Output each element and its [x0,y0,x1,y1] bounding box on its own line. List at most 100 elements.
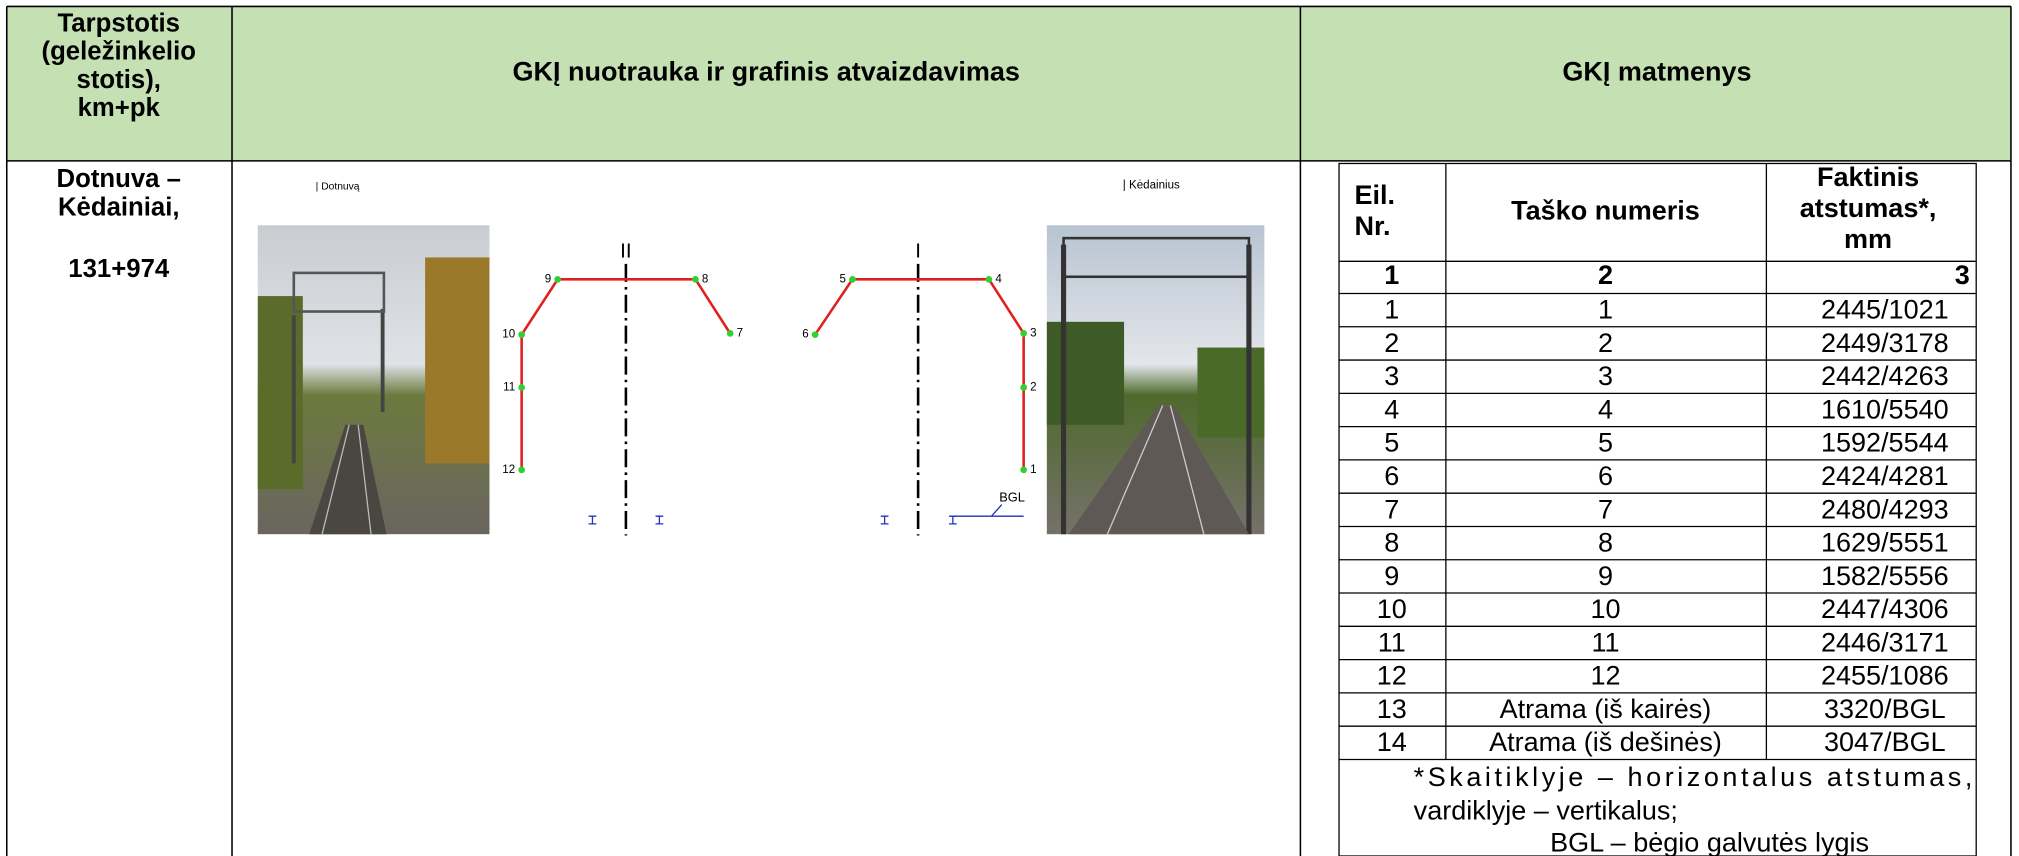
point-label: 5 [840,273,846,285]
cell: 2449/3178 [1821,328,1949,358]
cell: 11 [1378,627,1406,657]
cell: 12 [1377,661,1407,691]
cell: 1 [1384,295,1399,325]
grid [5,5,2012,856]
cell: 3 [1384,361,1399,391]
cell: 14 [1377,727,1407,757]
point [692,275,699,283]
photo-right [1046,225,1265,535]
col-number: 2 [1598,260,1613,290]
station-name: Dotnuva – [57,165,181,193]
cell: 7 [1598,494,1613,524]
cell: 10 [1590,594,1620,624]
cell: 3320/BGL [1824,694,1946,724]
cell: 1 [1598,295,1613,325]
cell: 2445/1021 [1821,295,1949,325]
header-diagram: GKĮ nuotrauka ir grafinis atvaizdavimas [512,57,1019,87]
point-label: 2 [1030,382,1036,394]
caption: | Kėdainius [1123,179,1180,191]
point-label: 10 [502,329,515,341]
point-label: 11 [503,382,515,394]
point [1020,466,1028,474]
col-number: 3 [1955,260,1970,290]
gauge-right [814,278,1025,470]
cell: 5 [1384,428,1399,458]
cell: 2442/4263 [1821,361,1949,391]
cell: 2424/4281 [1821,461,1949,491]
point-label: 7 [737,327,743,339]
cell: 6 [1384,461,1399,491]
cell: 2447/4306 [1821,594,1949,624]
point [518,384,525,391]
cell: 7 [1384,494,1399,524]
cell: 4 [1384,394,1399,424]
col-header: Faktinis [1817,162,1919,192]
cell: Atrama (iš kairės) [1500,694,1712,724]
cell: Atrama (iš dešinės) [1489,727,1722,757]
cell: 3047/BGL [1824,727,1946,757]
cell: 2480/4293 [1821,494,1949,524]
caption: | Dotnuvą [316,181,360,192]
cell: 6 [1598,461,1613,491]
cell: 2 [1598,328,1613,358]
col-header: Taško numeris [1511,196,1700,226]
cell: 3 [1598,361,1613,391]
point [518,331,525,339]
cell: 4 [1598,394,1613,424]
track-label: II [620,240,631,263]
cell: 11 [1591,627,1619,657]
track-label: I [915,240,921,263]
header-dimensions: GKĮ matmenys [1562,57,1751,87]
cell: 2446/3171 [1821,627,1949,657]
cell: 1629/5551 [1821,528,1949,558]
point [985,275,993,283]
cell: 10 [1377,594,1407,624]
point-label: 9 [545,273,551,285]
point [849,275,856,283]
note: vardiklyje – vertikalus; [1414,795,1678,825]
cell: 1592/5544 [1821,428,1949,458]
col-header: Eil. [1354,180,1395,210]
header-station: (geležinkelio [42,38,196,66]
point-label: 4 [995,273,1002,285]
rail-markers [588,504,1024,525]
header-station: stotis), [77,66,161,94]
cell: 8 [1384,528,1399,558]
point [1020,384,1028,391]
bgl-label: BGL [999,490,1025,505]
track-axis [624,263,920,536]
gauge-left [520,278,732,470]
col-header: Nr. [1354,211,1390,241]
note: *Skaitiklyje – horizontalus atstumas, [1414,762,1973,792]
cell: 5 [1598,428,1613,458]
cell: 2 [1384,328,1399,358]
cell: 9 [1384,561,1399,591]
cell: 12 [1590,661,1620,691]
col-header: atstumas*, [1800,193,1937,223]
cell: 8 [1598,528,1613,558]
point [811,331,819,339]
header-station: Tarpstotis [57,9,179,37]
header-station: km+pk [78,94,161,122]
cell: 9 [1598,561,1613,591]
point [518,466,525,474]
cell: 1582/5556 [1821,561,1949,591]
station-name: Kėdainiai, [58,193,180,221]
note: BGL – bėgio galvutės lygis [1550,828,1869,856]
point [726,330,734,337]
cell: 1610/5540 [1821,394,1949,424]
km-pk: 131+974 [68,255,170,283]
point-label: 1 [1030,464,1036,476]
header-bg [6,6,2011,161]
col-number: 1 [1384,260,1399,290]
photo-left [257,225,490,535]
point [554,275,562,283]
cell: 13 [1377,694,1407,724]
point-label: 8 [702,273,708,285]
point-label: 3 [1030,327,1036,339]
col-header: mm [1844,224,1892,254]
cell: 2455/1086 [1821,661,1949,691]
point-label: 12 [502,464,515,476]
